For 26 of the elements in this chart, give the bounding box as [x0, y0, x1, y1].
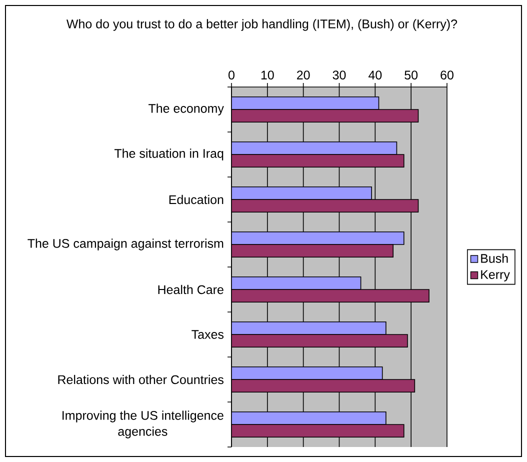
legend-label: Kerry	[481, 270, 510, 282]
bar	[232, 186, 372, 200]
x-tick-label: 10	[261, 70, 274, 80]
bar	[232, 366, 383, 380]
bar	[232, 322, 386, 335]
x-tick-label: 20	[297, 70, 310, 80]
y-tick-label: Health Care	[158, 284, 224, 294]
bar	[232, 232, 404, 245]
bar	[232, 412, 386, 425]
y-tick-label: Taxes	[192, 330, 224, 339]
x-tick-label: 0	[228, 70, 234, 80]
y-tick-label: The economy	[148, 104, 224, 116]
chart-title: Who do you trust to do a better job handling (ITEM), (Bush) or (Kerry)?	[66, 19, 458, 31]
y-tick-label: Improving the US intelligence agencies	[62, 410, 224, 438]
x-tick-label: 60	[440, 70, 454, 80]
y-tick-label: Relations with other Countries	[58, 374, 224, 384]
bar	[232, 142, 398, 155]
y-tick-label: Education	[169, 194, 224, 204]
x-tick-label: 30	[332, 70, 346, 80]
bar	[232, 96, 380, 110]
y-tick-label: The US campaign against terrorism	[28, 238, 224, 250]
legend-label: Bush	[481, 254, 508, 263]
x-tick-label: 50	[404, 70, 418, 80]
bar	[232, 276, 362, 290]
x-tick-label: 40	[368, 70, 382, 80]
y-tick-label: The situation in Iraq	[114, 148, 224, 160]
